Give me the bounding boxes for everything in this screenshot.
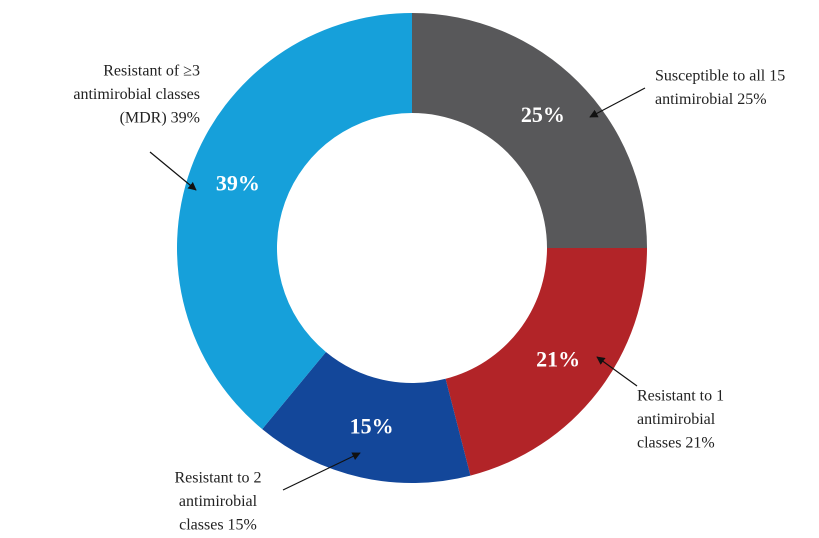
value-label: 25% — [521, 102, 565, 127]
annotation: classes 15% — [179, 517, 257, 534]
arrows — [149, 87, 646, 491]
annotation: antimirobial classes — [73, 86, 200, 103]
arrow — [149, 151, 197, 191]
value-label: 39% — [216, 170, 260, 195]
annotation: antimirobial — [179, 493, 258, 510]
donut-slice — [412, 13, 647, 248]
annotation: Resistant to 2 — [174, 470, 261, 487]
donut-slice — [176, 13, 412, 430]
annotation: Resistant to 1 — [637, 388, 724, 405]
annotation: Susceptible to all 15 — [655, 68, 785, 85]
value-label: 21% — [536, 346, 580, 371]
arrow — [596, 356, 638, 387]
slices — [176, 13, 647, 483]
donut-slice — [445, 248, 647, 476]
annotation: antimirobial — [637, 411, 716, 428]
annotation: Resistant of ≥3 — [103, 63, 200, 80]
arrow — [589, 87, 646, 118]
value-label: 15% — [350, 414, 394, 439]
annotation: classes 21% — [637, 435, 715, 452]
donut-slice — [262, 352, 471, 483]
annotation: antimirobial 25% — [655, 91, 767, 108]
arrow — [282, 452, 361, 491]
annotation: (MDR) 39% — [120, 110, 200, 127]
